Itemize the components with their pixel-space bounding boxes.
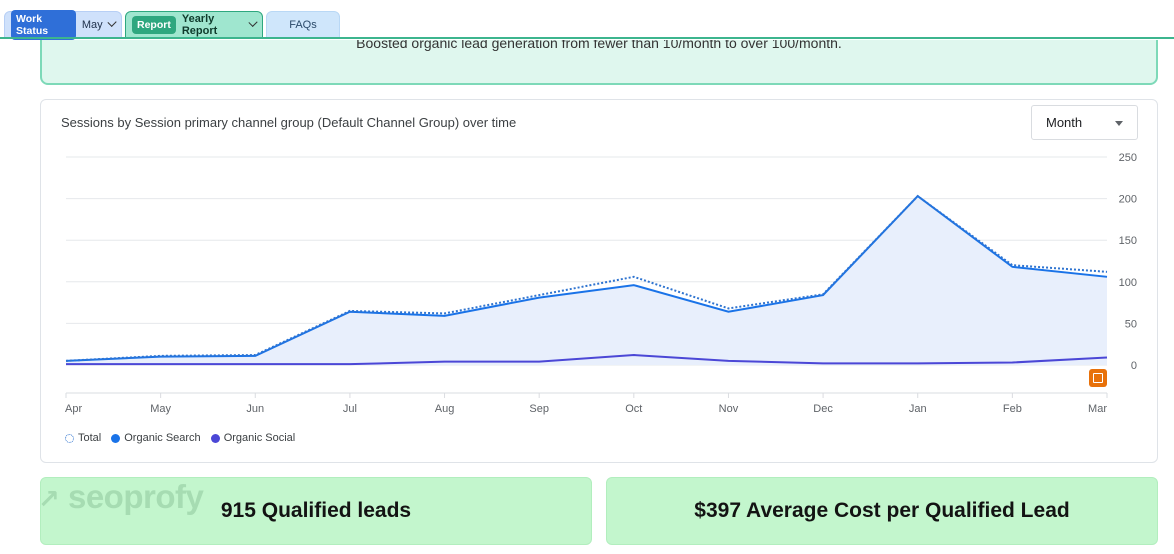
chart-legend: Total Organic Search Organic Social xyxy=(65,432,295,444)
sessions-chart-card: Sessions by Session primary channel grou… xyxy=(40,99,1158,463)
x-tick-label: Apr xyxy=(65,403,82,415)
x-tick-label: Jun xyxy=(246,403,264,415)
chevron-down-icon xyxy=(248,17,258,28)
x-tick-label: Oct xyxy=(625,403,642,415)
x-tick-label: May xyxy=(150,403,171,415)
chevron-down-icon xyxy=(107,17,117,28)
legend-marker-organic-search xyxy=(111,433,121,443)
legend-item-organic-search[interactable]: Organic Search xyxy=(111,432,201,444)
y-tick-label: 150 xyxy=(1119,235,1137,247)
period-select[interactable]: Month xyxy=(1031,105,1138,140)
report-badge: Report xyxy=(132,15,176,34)
average-cost-stat: $397 Average Cost per Qualified Lead xyxy=(606,477,1158,545)
x-tick-label: Feb xyxy=(1003,403,1022,415)
chart-title: Sessions by Session primary channel grou… xyxy=(61,115,517,130)
x-tick-label: Sep xyxy=(529,403,549,415)
x-tick-label: Mar xyxy=(1088,403,1107,415)
y-tick-label: 0 xyxy=(1131,360,1137,372)
y-tick-label: 100 xyxy=(1119,277,1137,289)
tab-faqs[interactable]: FAQs xyxy=(266,11,340,38)
legend-label-total: Total xyxy=(78,432,102,444)
top-tab-bar: Work Status May Report Yearly Report FAQ… xyxy=(0,0,1174,40)
legend-marker-organic-social xyxy=(210,433,220,443)
legend-label-organic-social: Organic Social xyxy=(223,432,296,444)
x-tick-label: Aug xyxy=(435,403,455,415)
x-tick-label: Nov xyxy=(719,403,739,415)
work-status-badge: Work Status xyxy=(11,9,76,40)
y-tick-label: 200 xyxy=(1119,194,1137,206)
y-tick-label: 250 xyxy=(1119,152,1137,164)
x-tick-label: Jan xyxy=(909,403,927,415)
tab-work-status[interactable]: Work Status May xyxy=(4,9,122,40)
y-tick-label: 50 xyxy=(1125,318,1137,330)
report-type: Yearly Report xyxy=(181,12,218,37)
x-tick-label: Dec xyxy=(813,403,833,415)
x-tick-label: Jul xyxy=(343,403,357,415)
legend-item-organic-social[interactable]: Organic Social xyxy=(210,432,296,444)
qualified-leads-stat: 915 Qualified leads xyxy=(40,477,592,545)
tab-report[interactable]: Report Yearly Report xyxy=(125,11,263,38)
average-cost-text: $397 Average Cost per Qualified Lead xyxy=(694,499,1070,522)
sessions-line-chart: 250 200 150 100 50 0 Apr May Jun Jul Aug Sep Oct Nov D… xyxy=(65,152,1137,415)
work-status-month: May xyxy=(81,18,103,31)
qualified-leads-text: 915 Qualified leads xyxy=(220,499,412,522)
tab-bar-divider xyxy=(0,37,1174,39)
legend-label-organic-search: Organic Search xyxy=(124,432,201,444)
logo-text: seoprofy xyxy=(67,478,204,515)
export-icon[interactable] xyxy=(1089,369,1107,387)
period-select-value: Month xyxy=(1046,115,1083,130)
line-total xyxy=(65,194,1108,362)
line-organic-social xyxy=(66,354,1108,366)
caret-down-icon xyxy=(1115,121,1123,126)
seoprofy-logo: ↗ seoprofy xyxy=(38,478,204,515)
legend-item-total[interactable]: Total xyxy=(65,432,101,444)
legend-marker-total xyxy=(65,433,74,443)
tab-faqs-label: FAQs xyxy=(289,18,317,31)
